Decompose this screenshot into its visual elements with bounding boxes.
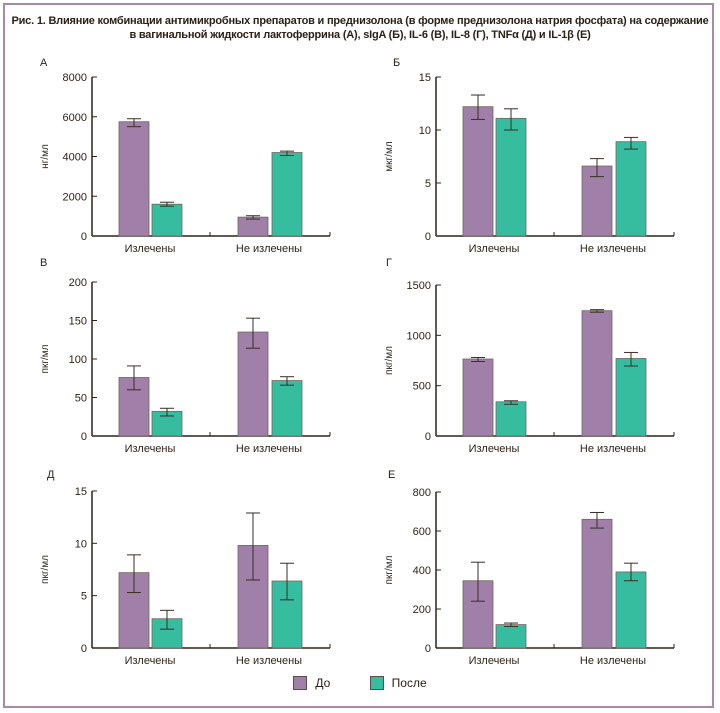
- panel-label: Д: [47, 469, 55, 481]
- bar-before: [581, 518, 613, 649]
- legend: До После: [0, 676, 720, 693]
- y-tick-label: 2000: [63, 191, 87, 203]
- chart-panel-2: Б 0 5 10 15 мкг/мл Излечены Не излечены: [384, 57, 675, 255]
- y-tick-label: 150: [69, 316, 87, 328]
- category-label: Не излечены: [236, 243, 302, 255]
- bar-before: [581, 310, 613, 437]
- y-tick-label: 500: [413, 381, 431, 393]
- bar-before: [581, 165, 613, 237]
- y-axis-label: пкг/мл: [40, 344, 51, 373]
- legend-item-after: После: [369, 676, 427, 690]
- category-label: Излечены: [469, 243, 520, 255]
- category-label: Излечены: [125, 243, 176, 255]
- y-tick-label: 10: [419, 125, 431, 137]
- y-tick-label: 100: [69, 354, 87, 366]
- y-tick-label: 5: [425, 178, 431, 190]
- figure-title-line-1: Рис. 1. Влияние комбинации антимикробных…: [11, 15, 709, 27]
- bar-after: [495, 624, 527, 649]
- category-label: Излечены: [469, 443, 520, 455]
- bar-after: [495, 401, 527, 437]
- y-axis-label: пкг/мл: [384, 555, 395, 584]
- bar-before: [118, 121, 150, 237]
- y-axis-label: пкг/мл: [384, 346, 395, 375]
- y-tick-label: 1500: [407, 280, 431, 292]
- y-tick-label: 15: [419, 72, 431, 84]
- y-tick-label: 0: [81, 431, 87, 443]
- y-tick-label: 0: [425, 643, 431, 655]
- chart-panel-4: Г 0 500 1000 1500 пкг/мл Излечены Не излечены: [384, 257, 675, 455]
- chart-panel-5: Д 0 5 10 15 пкг/мл Излечены Не излечены: [40, 469, 331, 667]
- chart-panel-1: А 0 2000 4000 6000 8000 нг/мл Излечены Не излече…: [40, 57, 331, 255]
- y-tick-label: 200: [69, 277, 87, 289]
- figure-title-line-2: в вагинальной жидкости лактоферрина (А),…: [129, 29, 591, 41]
- category-label: Не излечены: [236, 443, 302, 455]
- bar-after: [495, 117, 527, 237]
- y-axis-label: нг/мл: [40, 144, 51, 169]
- y-tick-label: 600: [413, 526, 431, 538]
- y-tick-label: 6000: [63, 112, 87, 124]
- y-tick-label: 50: [75, 393, 87, 405]
- legend-label-after: После: [391, 676, 427, 690]
- panel-label: В: [40, 257, 47, 269]
- bar-after: [615, 358, 647, 437]
- bar-after: [615, 141, 647, 237]
- legend-item-before: До: [293, 676, 330, 690]
- y-tick-label: 10: [75, 538, 87, 550]
- bar-before: [237, 331, 269, 437]
- y-tick-label: 15: [75, 486, 87, 498]
- y-tick-label: 400: [413, 565, 431, 577]
- y-axis-label: пкг/мл: [40, 555, 51, 584]
- y-tick-label: 0: [425, 431, 431, 443]
- category-label: Излечены: [469, 655, 520, 667]
- y-tick-label: 800: [413, 487, 431, 499]
- y-tick-label: 0: [425, 231, 431, 243]
- y-tick-label: 0: [81, 231, 87, 243]
- category-label: Не излечены: [580, 443, 646, 455]
- panel-label: Б: [393, 57, 400, 69]
- y-axis-label: мкг/мл: [384, 141, 395, 172]
- bar-before: [462, 358, 494, 437]
- legend-label-before: До: [315, 676, 331, 690]
- panel-label: А: [40, 57, 48, 69]
- category-label: Не излечены: [580, 243, 646, 255]
- chart-panel-3: В 0 50 100 150 200 пкг/мл Излечены Не излечены: [40, 257, 331, 455]
- chart-panel-6: Е 0 200 400 600 800 пкг/мл Излечены Не излечены: [384, 469, 675, 667]
- y-tick-label: 5: [81, 591, 87, 603]
- y-tick-label: 200: [413, 604, 431, 616]
- panel-label: Г: [386, 257, 392, 269]
- bar-after: [271, 152, 303, 237]
- bar-after: [615, 571, 647, 649]
- legend-swatch-before: [293, 676, 308, 690]
- category-label: Не излечены: [580, 655, 646, 667]
- bar-after: [271, 380, 303, 437]
- figure-title: Рис. 1. Влияние комбинации антимикробных…: [0, 14, 720, 42]
- y-tick-label: 4000: [63, 152, 87, 164]
- category-label: Излечены: [125, 655, 176, 667]
- category-label: Излечены: [125, 443, 176, 455]
- bar-before: [237, 216, 269, 237]
- y-tick-label: 8000: [63, 72, 87, 84]
- bar-after: [151, 203, 183, 237]
- y-tick-label: 0: [81, 643, 87, 655]
- y-tick-label: 1000: [407, 330, 431, 342]
- panel-label: Е: [388, 469, 395, 481]
- bar-before: [462, 106, 494, 237]
- category-label: Не излечены: [236, 655, 302, 667]
- legend-swatch-after: [369, 676, 384, 690]
